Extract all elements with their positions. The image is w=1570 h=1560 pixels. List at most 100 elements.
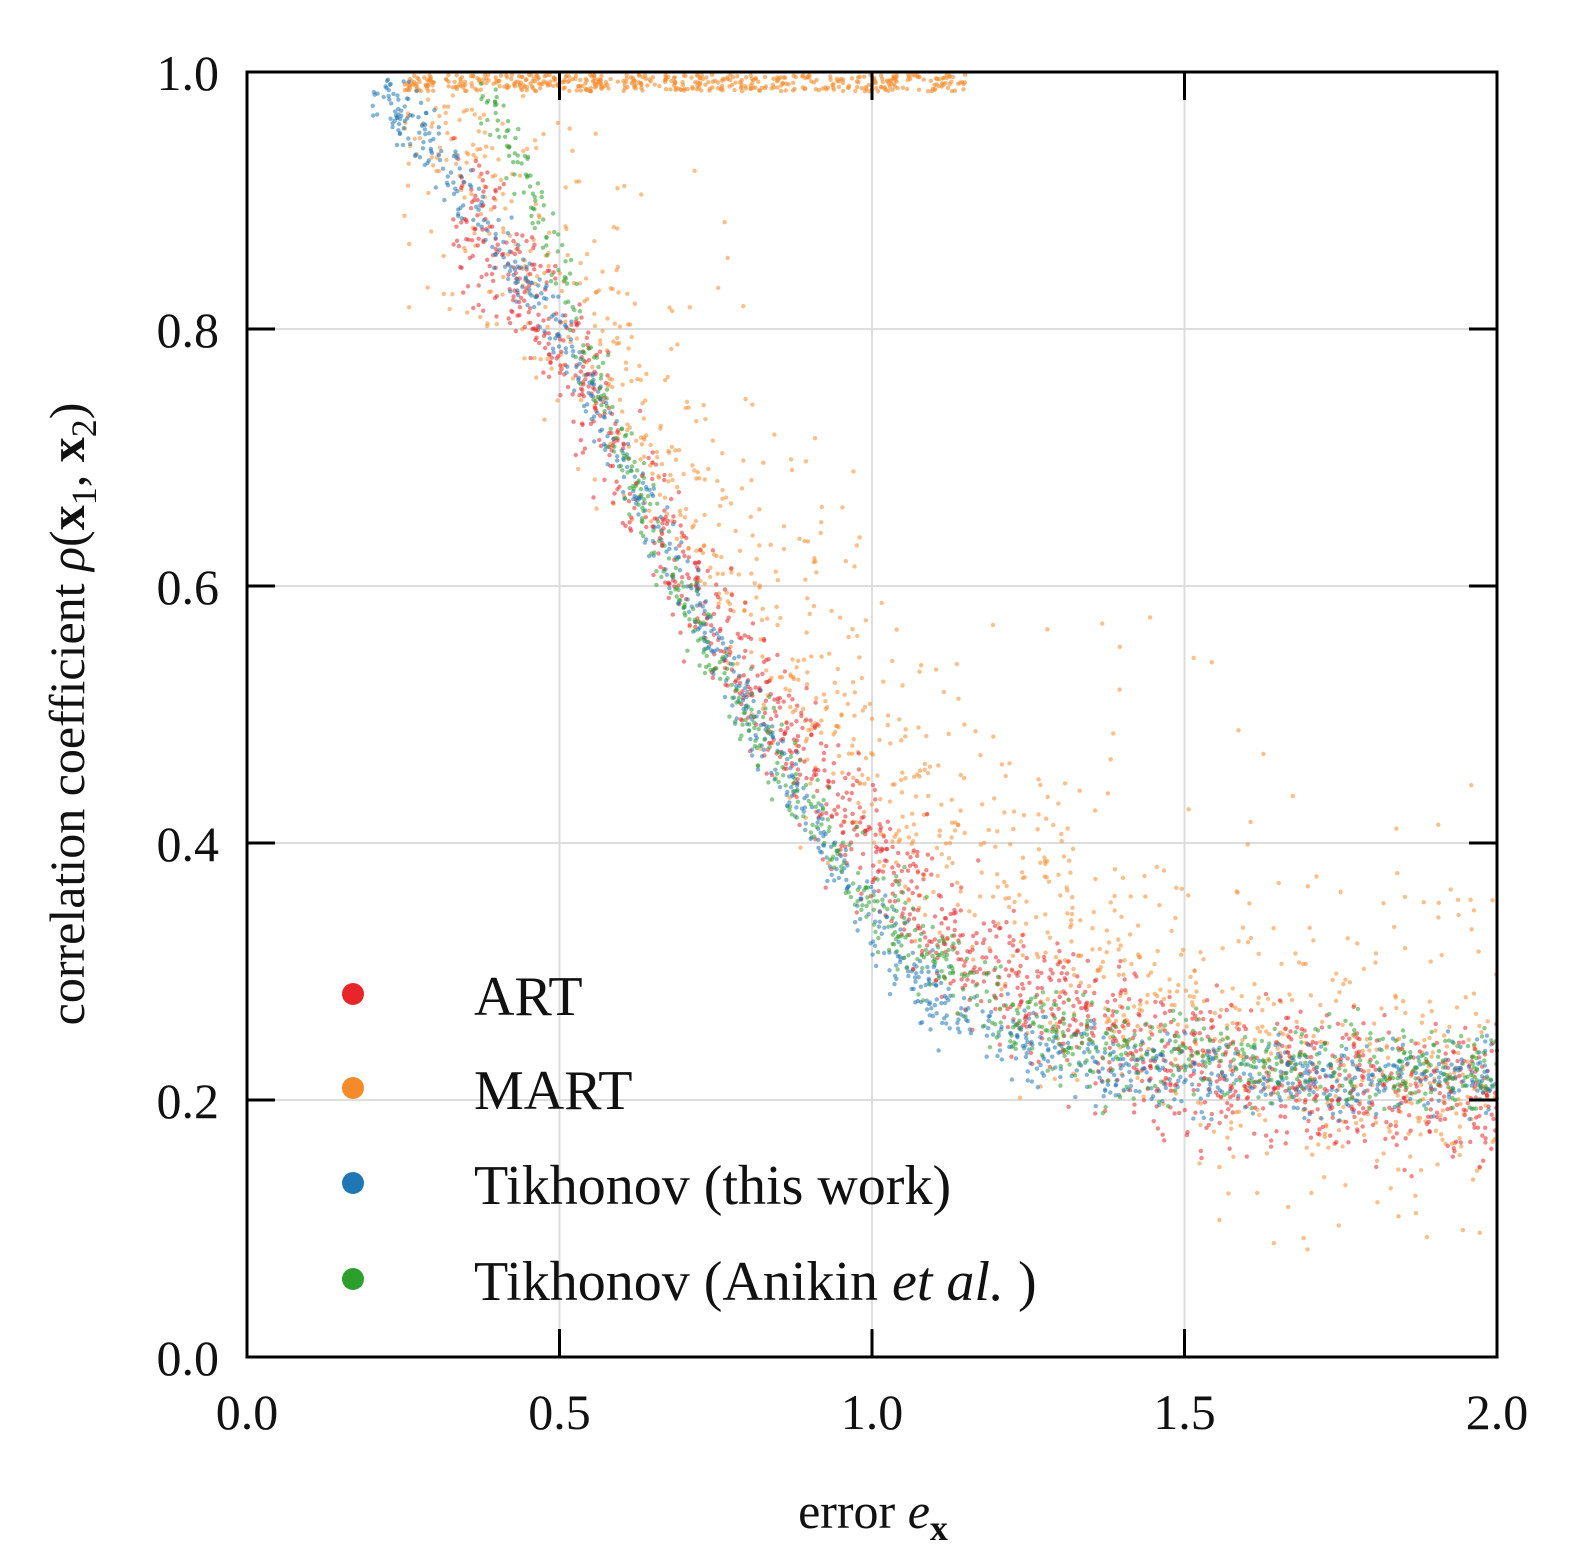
data-point [1041, 1014, 1046, 1020]
data-point [622, 496, 628, 501]
data-point [546, 316, 551, 321]
data-point [813, 767, 818, 772]
data-point [437, 113, 442, 119]
data-point [1373, 960, 1378, 965]
data-point [1023, 1035, 1029, 1041]
data-point [1116, 972, 1122, 978]
data-point [1294, 1076, 1300, 1082]
data-point [1358, 1082, 1364, 1088]
data-point [1230, 1110, 1235, 1115]
data-point [1092, 808, 1098, 813]
data-point [785, 725, 790, 731]
data-point [1036, 847, 1042, 852]
data-point [599, 73, 604, 79]
data-point [737, 635, 742, 640]
data-point [583, 276, 589, 281]
data-point [858, 820, 863, 825]
data-point [847, 842, 852, 848]
data-point [715, 571, 720, 576]
data-point [1158, 1022, 1164, 1027]
data-point [428, 76, 433, 82]
data-point [1035, 827, 1040, 832]
data-point [1165, 1031, 1170, 1036]
data-point [602, 409, 607, 414]
data-point [694, 419, 699, 424]
data-point [522, 153, 528, 159]
data-point [787, 807, 792, 813]
data-point [667, 305, 672, 310]
data-point [464, 160, 469, 165]
data-point [1440, 1065, 1446, 1070]
data-point [1256, 951, 1262, 956]
data-point [1468, 1139, 1473, 1145]
data-point [469, 238, 475, 243]
data-point [1190, 1028, 1196, 1034]
data-point [925, 943, 930, 948]
data-point [804, 686, 809, 691]
data-point [555, 120, 561, 126]
data-point [1088, 1018, 1094, 1023]
data-point [402, 118, 407, 124]
data-point [974, 940, 979, 946]
data-point [719, 656, 725, 661]
data-point [593, 82, 598, 87]
data-point [625, 291, 630, 296]
data-point [563, 276, 569, 281]
data-point [1443, 1051, 1448, 1056]
data-point [1150, 1094, 1156, 1099]
data-point [856, 800, 861, 806]
data-point [859, 86, 864, 91]
data-point [566, 299, 571, 304]
data-point [1417, 1049, 1423, 1054]
data-point [1118, 990, 1123, 996]
data-point [1160, 1065, 1165, 1071]
data-point [608, 76, 613, 82]
data-point [1236, 1093, 1241, 1099]
data-point [643, 515, 648, 520]
data-point [783, 783, 788, 788]
data-point [1045, 794, 1050, 800]
data-point [679, 580, 684, 585]
data-point [598, 81, 603, 87]
data-point [775, 622, 780, 628]
data-point [860, 830, 865, 835]
data-point [888, 741, 893, 746]
data-point [669, 308, 675, 314]
data-point [836, 743, 841, 748]
data-point [567, 126, 572, 131]
data-point [668, 87, 673, 92]
data-point [1442, 1116, 1448, 1122]
data-point [1388, 1122, 1393, 1128]
data-point [948, 981, 953, 986]
data-point [1106, 940, 1112, 945]
data-point [605, 462, 610, 467]
data-point [1418, 1098, 1423, 1103]
data-point [1249, 1106, 1254, 1111]
data-point [478, 211, 484, 217]
data-point [850, 627, 855, 632]
data-point [885, 713, 891, 718]
data-point [627, 512, 632, 517]
data-point [1477, 1230, 1482, 1236]
data-point [615, 226, 620, 231]
data-point [547, 352, 552, 357]
data-point [902, 864, 907, 870]
data-point [641, 501, 646, 506]
data-point [666, 448, 671, 454]
data-point [845, 701, 851, 707]
data-point [481, 112, 487, 117]
data-point [1110, 992, 1116, 998]
data-point [1392, 924, 1397, 930]
data-point [1085, 958, 1091, 963]
data-point [1394, 1064, 1400, 1069]
data-point [476, 222, 481, 227]
data-point [1014, 948, 1020, 954]
data-point [547, 82, 553, 88]
data-point [1098, 964, 1104, 970]
data-point [1289, 1094, 1295, 1100]
data-point [1255, 1190, 1260, 1196]
data-point [774, 713, 779, 719]
data-point [1413, 1193, 1418, 1199]
data-point [1271, 926, 1276, 931]
data-point [1475, 1125, 1481, 1130]
